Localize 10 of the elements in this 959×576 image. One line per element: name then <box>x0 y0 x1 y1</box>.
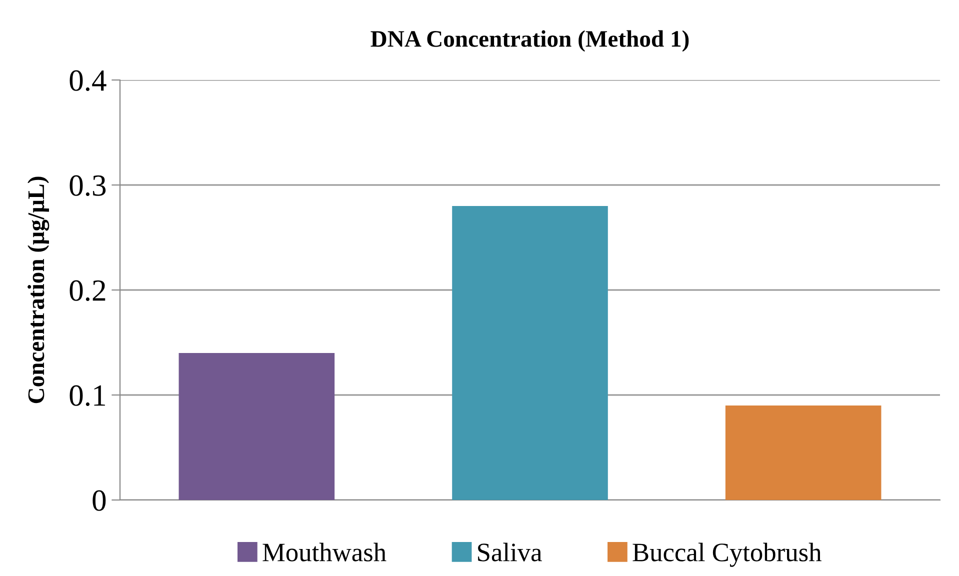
y-tick-label: 0.2 <box>70 280 106 302</box>
y-tick-label: 0.4 <box>70 70 106 92</box>
legend-label: Buccal Cytobrush <box>632 542 822 567</box>
legend-label: Saliva <box>478 542 542 562</box>
y-tick-label: 0.3 <box>70 175 106 196</box>
y-tick-label: 0.1 <box>70 385 105 406</box>
y-tick-label: 0 <box>92 490 106 511</box>
legend-label: Mouthwash <box>262 542 386 562</box>
y-axis-title: Concentration (µg/µL) <box>28 176 50 404</box>
chart-title: DNA Concentration (Method 1) <box>370 30 689 52</box>
